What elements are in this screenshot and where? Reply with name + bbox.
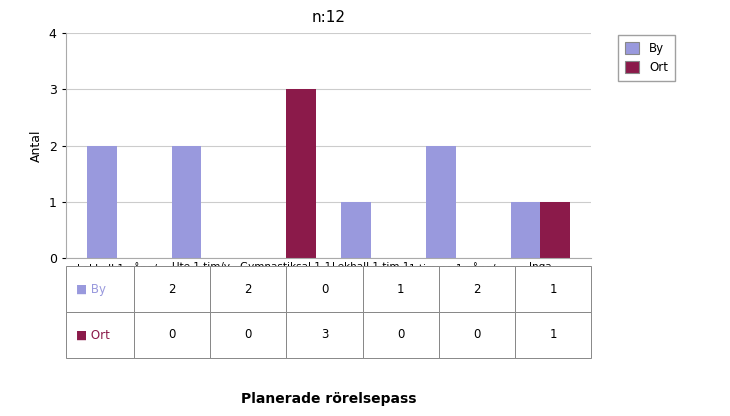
- Bar: [511, 202, 540, 258]
- Bar: [172, 146, 201, 258]
- Legend: By, Ort: By, Ort: [618, 35, 675, 81]
- Text: Planerade rörelsepass: Planerade rörelsepass: [241, 391, 416, 406]
- Bar: [540, 202, 570, 258]
- Title: n:12: n:12: [312, 10, 345, 25]
- Bar: [341, 202, 371, 258]
- Y-axis label: Antal: Antal: [30, 129, 43, 162]
- Bar: [87, 146, 117, 258]
- Bar: [426, 146, 456, 258]
- Bar: [286, 89, 316, 258]
